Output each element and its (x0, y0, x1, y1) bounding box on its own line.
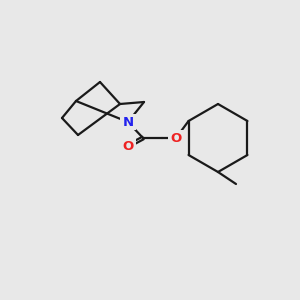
Text: O: O (170, 131, 182, 145)
Text: N: N (122, 116, 134, 128)
Text: O: O (122, 140, 134, 152)
